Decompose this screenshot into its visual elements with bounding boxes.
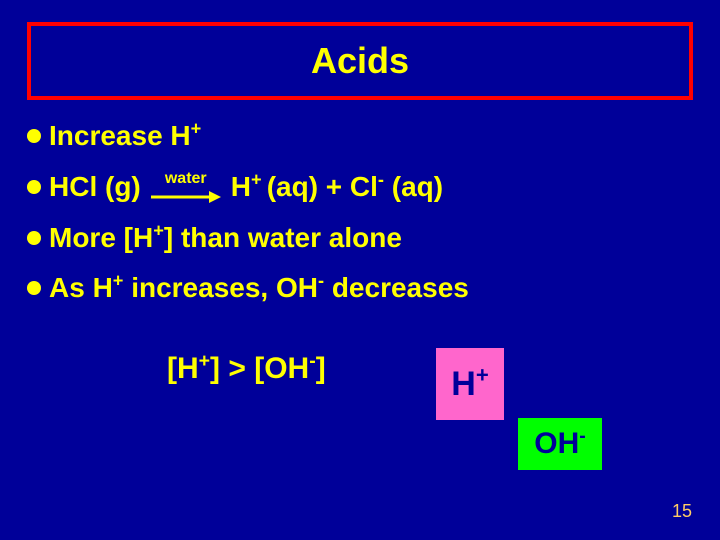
text-fragment: As H (49, 272, 113, 303)
superscript: - (579, 425, 586, 447)
slide-title: Acids (311, 40, 409, 82)
bullet-4-text: As H+ increases, OH- decreases (49, 272, 469, 304)
reaction-arrow: water (151, 170, 221, 204)
arrow-label: water (165, 170, 207, 188)
text-fragment: OH (534, 427, 579, 460)
superscript: + (153, 221, 164, 241)
superscript: + (199, 350, 210, 372)
bullet-3-text: More [H+] than water alone (49, 222, 402, 254)
content-area: Increase H+ HCl (g) water H+ (aq) + Cl- … (27, 120, 469, 322)
text-fragment: H (231, 171, 251, 202)
h-plus-label: H+ (451, 365, 488, 404)
text-fragment: More [H (49, 222, 153, 253)
arrow-icon (151, 190, 221, 204)
bullet-icon (27, 180, 41, 194)
page-number: 15 (672, 501, 692, 522)
bullet-icon (27, 281, 41, 295)
inequality-expression: [H+] > [OH-] (167, 352, 326, 386)
superscript: + (476, 362, 489, 387)
products: H+ (aq) + Cl- (aq) (231, 171, 443, 203)
superscript: + (113, 271, 124, 291)
superscript: + (251, 170, 267, 190)
text-fragment: (aq) + Cl (267, 171, 378, 202)
bullet-3: More [H+] than water alone (27, 222, 469, 254)
title-box: Acids (27, 22, 693, 100)
superscript: + (191, 119, 202, 139)
bullet-icon (27, 231, 41, 245)
text-fragment: ] than water alone (164, 222, 402, 253)
oh-minus-label: OH- (534, 427, 586, 461)
oh-minus-box: OH- (518, 418, 602, 470)
bullet-2: HCl (g) water H+ (aq) + Cl- (aq) (27, 170, 469, 204)
bullet-icon (27, 129, 41, 143)
text-fragment: increases, OH (123, 272, 318, 303)
text-fragment: H (451, 365, 476, 403)
text-fragment: ] > [OH (210, 352, 309, 385)
bullet-1: Increase H+ (27, 120, 469, 152)
text-fragment: Increase H (49, 120, 191, 151)
text-fragment: [H (167, 352, 199, 385)
text-fragment: (aq) (384, 171, 443, 202)
h-plus-box: H+ (436, 348, 504, 420)
bullet-4: As H+ increases, OH- decreases (27, 272, 469, 304)
reactant: HCl (g) (49, 171, 141, 203)
text-fragment: decreases (324, 272, 469, 303)
bullet-1-text: Increase H+ (49, 120, 201, 152)
text-fragment: ] (316, 352, 326, 385)
